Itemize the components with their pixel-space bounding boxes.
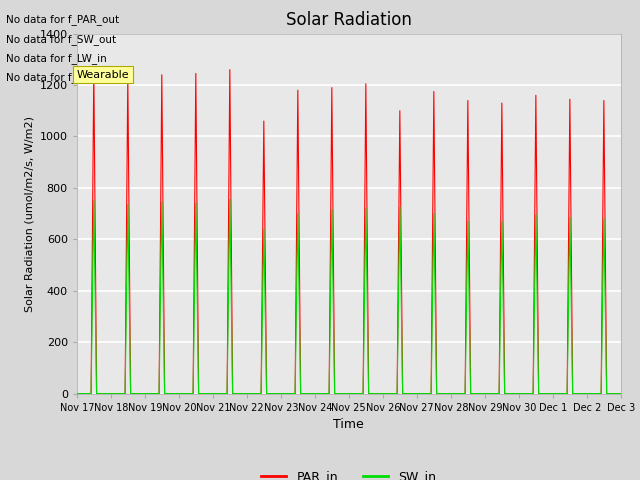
Y-axis label: Solar Radiation (umol/m2/s, W/m2): Solar Radiation (umol/m2/s, W/m2) [24,116,34,312]
Text: No data for f_LW_in: No data for f_LW_in [6,53,107,64]
Text: Wearable: Wearable [77,70,129,80]
Text: No data for f_PAR_out: No data for f_PAR_out [6,14,120,25]
Text: No data for f_SW_out: No data for f_SW_out [6,34,116,45]
Text: No data for f_LW_out: No data for f_LW_out [6,72,115,83]
Title: Solar Radiation: Solar Radiation [286,11,412,29]
Legend: PAR_in, SW_in: PAR_in, SW_in [257,465,441,480]
X-axis label: Time: Time [333,418,364,431]
